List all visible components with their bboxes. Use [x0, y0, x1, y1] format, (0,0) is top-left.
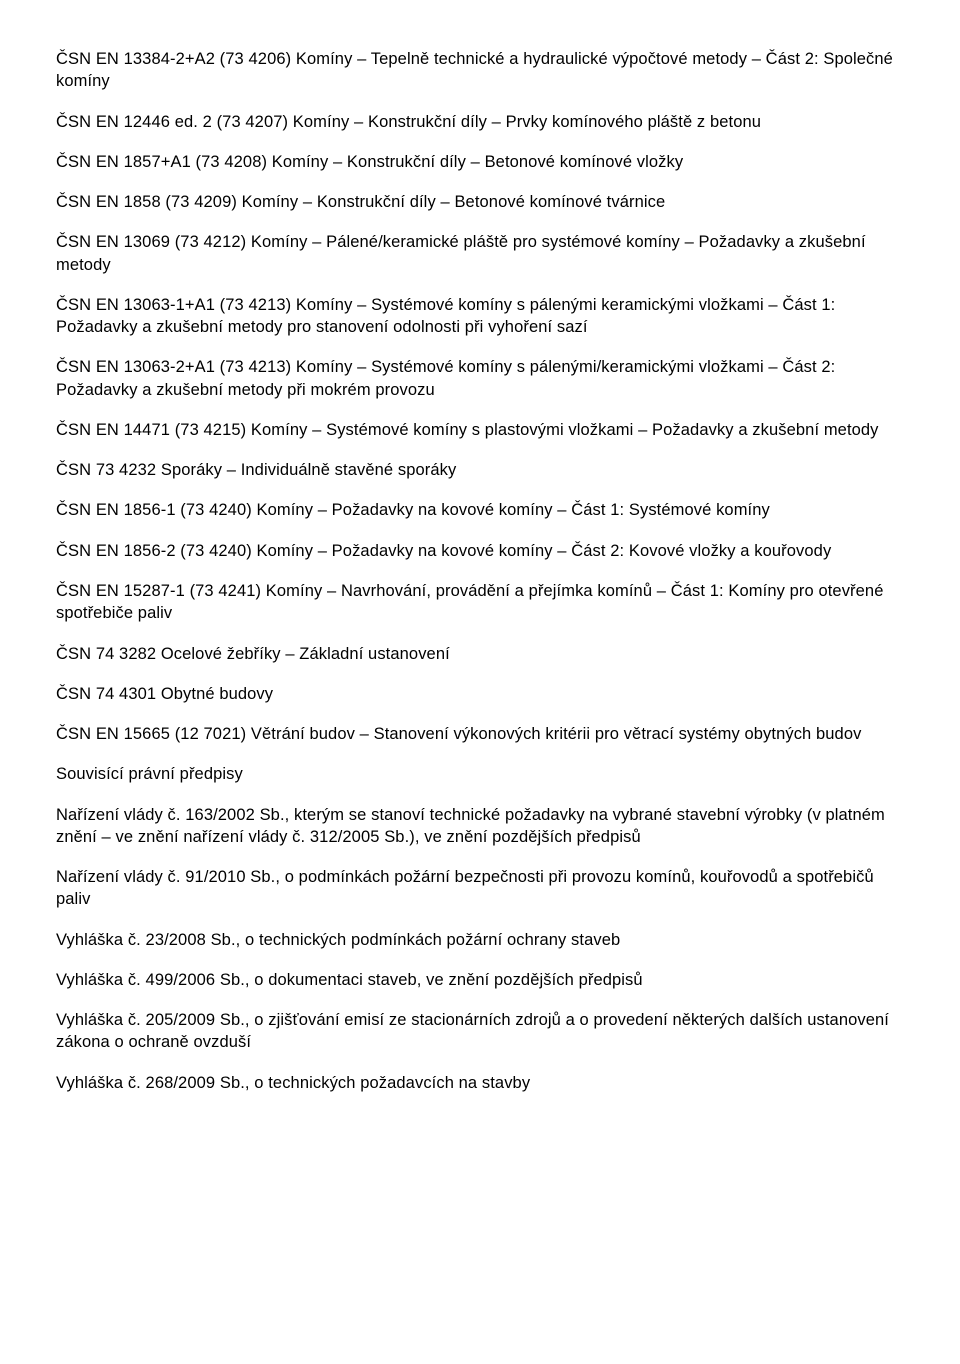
paragraph: ČSN EN 13069 (73 4212) Komíny – Pálené/k… [56, 231, 904, 276]
paragraph: ČSN EN 1856-2 (73 4240) Komíny – Požadav… [56, 540, 904, 562]
paragraph: ČSN 74 3282 Ocelové žebříky – Základní u… [56, 643, 904, 665]
paragraph: Vyhláška č. 499/2006 Sb., o dokumentaci … [56, 969, 904, 991]
paragraph: Vyhláška č. 205/2009 Sb., o zjišťování e… [56, 1009, 904, 1054]
paragraph: ČSN EN 1856-1 (73 4240) Komíny – Požadav… [56, 499, 904, 521]
paragraph: Nařízení vlády č. 91/2010 Sb., o podmínk… [56, 866, 904, 911]
paragraph: ČSN 73 4232 Sporáky – Individuálně stavě… [56, 459, 904, 481]
paragraph: Vyhláška č. 268/2009 Sb., o technických … [56, 1072, 904, 1094]
paragraph: ČSN EN 15665 (12 7021) Větrání budov – S… [56, 723, 904, 745]
paragraph: ČSN EN 13384-2+A2 (73 4206) Komíny – Tep… [56, 48, 904, 93]
paragraph: ČSN EN 14471 (73 4215) Komíny – Systémov… [56, 419, 904, 441]
paragraph: ČSN EN 13063-2+A1 (73 4213) Komíny – Sys… [56, 356, 904, 401]
paragraph: Souvisící právní předpisy [56, 763, 904, 785]
paragraph: Vyhláška č. 23/2008 Sb., o technických p… [56, 929, 904, 951]
paragraph: ČSN 74 4301 Obytné budovy [56, 683, 904, 705]
document-page: ČSN EN 13384-2+A2 (73 4206) Komíny – Tep… [0, 0, 960, 1160]
paragraph: ČSN EN 13063-1+A1 (73 4213) Komíny – Sys… [56, 294, 904, 339]
paragraph: ČSN EN 12446 ed. 2 (73 4207) Komíny – Ko… [56, 111, 904, 133]
paragraph: ČSN EN 1857+A1 (73 4208) Komíny – Konstr… [56, 151, 904, 173]
paragraph: ČSN EN 15287-1 (73 4241) Komíny – Navrho… [56, 580, 904, 625]
paragraph: ČSN EN 1858 (73 4209) Komíny – Konstrukč… [56, 191, 904, 213]
paragraph: Nařízení vlády č. 163/2002 Sb., kterým s… [56, 804, 904, 849]
